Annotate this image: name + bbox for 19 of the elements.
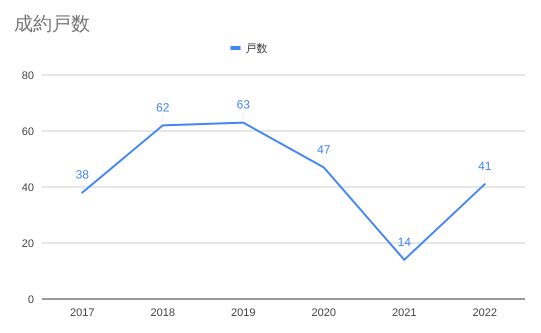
x-tick-label: 2022 bbox=[472, 307, 497, 319]
x-tick-label: 2021 bbox=[392, 307, 416, 319]
y-tick-label: 80 bbox=[22, 70, 34, 82]
data-label: 38 bbox=[76, 168, 90, 182]
data-label: 14 bbox=[398, 234, 412, 249]
chart-title: 成約戸数 bbox=[14, 14, 90, 35]
legend-label: 戸数 bbox=[246, 43, 268, 55]
x-tick-label: 2019 bbox=[231, 307, 256, 319]
data-label: 41 bbox=[478, 159, 492, 174]
y-tick-label: 20 bbox=[22, 238, 34, 250]
x-tick-label: 2020 bbox=[312, 307, 336, 319]
data-label: 47 bbox=[317, 142, 331, 156]
y-tick-label: 40 bbox=[22, 182, 34, 194]
x-tick-label: 2017 bbox=[70, 307, 94, 319]
data-label: 63 bbox=[236, 98, 250, 112]
x-tick-label: 2018 bbox=[150, 307, 175, 319]
y-tick-label: 0 bbox=[28, 294, 34, 306]
y-tick-label: 60 bbox=[22, 126, 34, 138]
data-label: 62 bbox=[156, 100, 170, 114]
